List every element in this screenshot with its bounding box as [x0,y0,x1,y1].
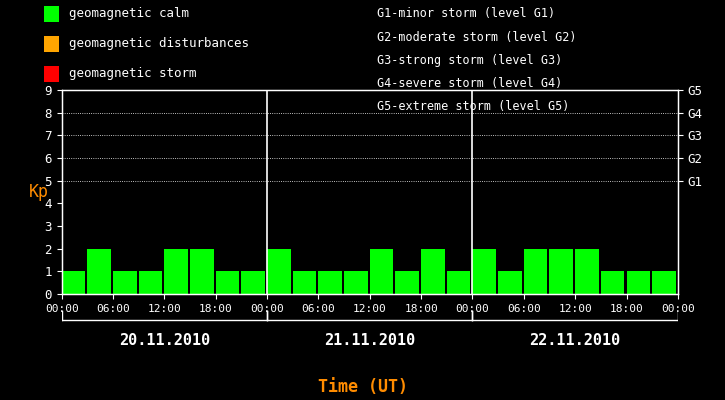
Text: G5-extreme storm (level G5): G5-extreme storm (level G5) [377,100,569,113]
Bar [87,249,111,294]
Bar [165,249,188,294]
Text: 20.11.2010: 20.11.2010 [119,333,210,348]
Text: Time (UT): Time (UT) [318,378,407,396]
Text: geomagnetic storm: geomagnetic storm [69,68,196,80]
Bar [62,271,86,294]
Bar [498,271,522,294]
Bar [138,271,162,294]
Y-axis label: Kp: Kp [29,183,49,201]
Text: geomagnetic calm: geomagnetic calm [69,8,189,20]
Bar [318,271,342,294]
Bar [293,271,316,294]
Text: 22.11.2010: 22.11.2010 [529,333,621,348]
Bar [113,271,136,294]
Bar [575,249,599,294]
Text: G3-strong storm (level G3): G3-strong storm (level G3) [377,54,563,67]
Bar [395,271,419,294]
Bar [267,249,291,294]
Text: G4-severe storm (level G4): G4-severe storm (level G4) [377,77,563,90]
Bar [550,249,573,294]
Bar [216,271,239,294]
Bar [344,271,368,294]
Bar [523,249,547,294]
Bar [626,271,650,294]
Bar [421,249,444,294]
Bar [601,271,624,294]
Bar [652,271,676,294]
Bar [190,249,214,294]
Bar [241,271,265,294]
Bar [473,249,496,294]
Bar [447,271,471,294]
Text: 21.11.2010: 21.11.2010 [324,333,415,348]
Text: G1-minor storm (level G1): G1-minor storm (level G1) [377,8,555,20]
Text: geomagnetic disturbances: geomagnetic disturbances [69,38,249,50]
Text: G2-moderate storm (level G2): G2-moderate storm (level G2) [377,31,576,44]
Bar [370,249,394,294]
